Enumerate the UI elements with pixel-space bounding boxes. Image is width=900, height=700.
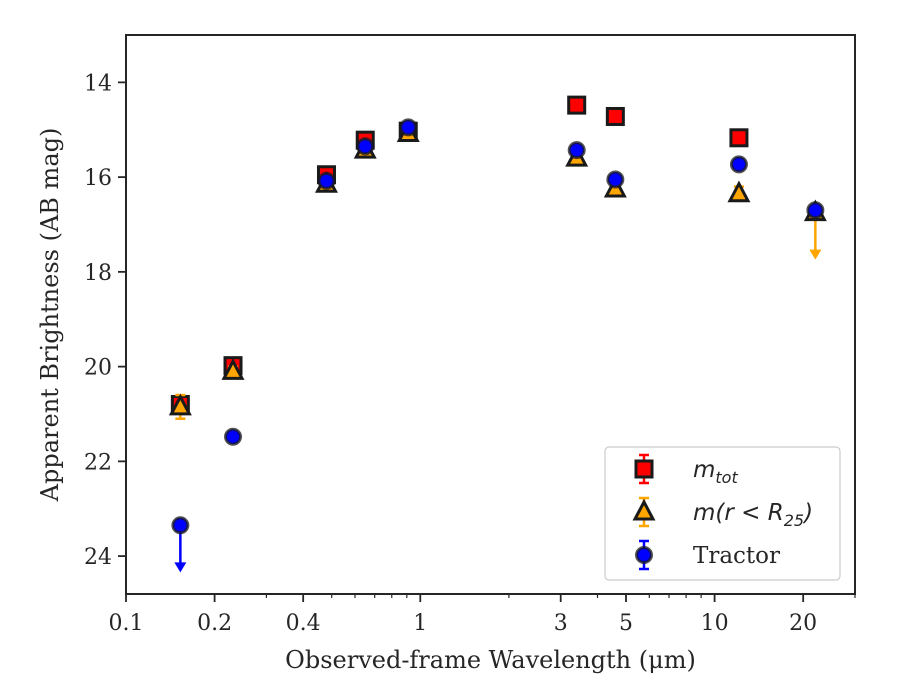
data-point xyxy=(567,95,587,115)
arrow-head xyxy=(809,249,822,260)
data-point xyxy=(171,516,190,573)
data-point xyxy=(729,128,749,148)
triangle-marker xyxy=(632,498,656,521)
series-triangle xyxy=(168,120,827,420)
legend-entry: Tractor xyxy=(635,539,780,571)
data-point xyxy=(567,141,586,160)
legend: mtot m(r < R25) Tractor xyxy=(604,446,841,581)
square-marker xyxy=(605,106,625,126)
x-tick-label: 10 xyxy=(701,611,729,636)
legend-label: m(r < R25) xyxy=(693,500,813,530)
circle-marker xyxy=(606,170,625,189)
y-tick-label: 14 xyxy=(84,71,112,96)
x-tick-label: 0.1 xyxy=(109,611,144,636)
legend-box xyxy=(604,446,841,581)
x-axis-ticks: 0.1 0.2 0.4 1 3 5 10 20 xyxy=(109,594,817,636)
y-tick-label: 24 xyxy=(84,545,112,570)
x-tick-label: 0.4 xyxy=(286,611,321,636)
y-tick-label: 22 xyxy=(84,450,112,475)
series-circle xyxy=(171,118,825,573)
x-tick-label: 20 xyxy=(789,611,817,636)
circle-marker xyxy=(171,516,190,535)
square-marker xyxy=(634,459,654,479)
data-point xyxy=(221,358,245,380)
data-point xyxy=(317,171,336,190)
series-layer xyxy=(168,95,827,573)
legend-entry: m(r < R25) xyxy=(632,496,813,530)
series-square xyxy=(170,95,749,415)
x-tick-label: 3 xyxy=(554,611,568,636)
data-point xyxy=(806,201,825,220)
legend-label: mtot xyxy=(693,457,738,487)
x-tick-label: 1 xyxy=(413,611,427,636)
data-point xyxy=(399,118,418,137)
y-tick-label: 18 xyxy=(84,261,112,286)
data-point xyxy=(168,393,192,420)
triangle-marker xyxy=(168,393,192,416)
data-point xyxy=(605,106,625,126)
square-marker xyxy=(729,128,749,148)
data-point xyxy=(729,155,748,174)
circle-marker xyxy=(567,141,586,160)
y-tick-label: 20 xyxy=(84,356,112,381)
x-tick-label: 0.2 xyxy=(197,611,232,636)
circle-marker xyxy=(399,118,418,137)
legend-label: Tractor xyxy=(693,543,780,569)
legend-entry: mtot xyxy=(634,453,738,487)
triangle-marker xyxy=(221,358,245,380)
data-point xyxy=(606,170,625,189)
circle-marker xyxy=(224,427,243,446)
plot-frame xyxy=(125,34,856,595)
x-tick-label: 5 xyxy=(619,611,633,636)
circle-marker xyxy=(356,137,375,156)
y-axis-ticks: 14 16 18 20 22 24 xyxy=(84,71,126,570)
data-point xyxy=(356,137,375,156)
circle-marker xyxy=(806,201,825,220)
y-tick-label: 16 xyxy=(84,166,112,191)
arrow-head xyxy=(174,562,187,573)
circle-marker xyxy=(317,171,336,190)
data-point xyxy=(224,427,243,446)
data-point xyxy=(727,180,751,203)
x-axis-label: Observed-frame Wavelength (μm) xyxy=(285,646,696,674)
y-axis-label: Apparent Brightness (AB mag) xyxy=(36,128,64,503)
circle-marker xyxy=(635,546,653,564)
circle-marker xyxy=(729,155,748,174)
square-marker xyxy=(567,95,587,115)
triangle-marker xyxy=(727,180,751,203)
